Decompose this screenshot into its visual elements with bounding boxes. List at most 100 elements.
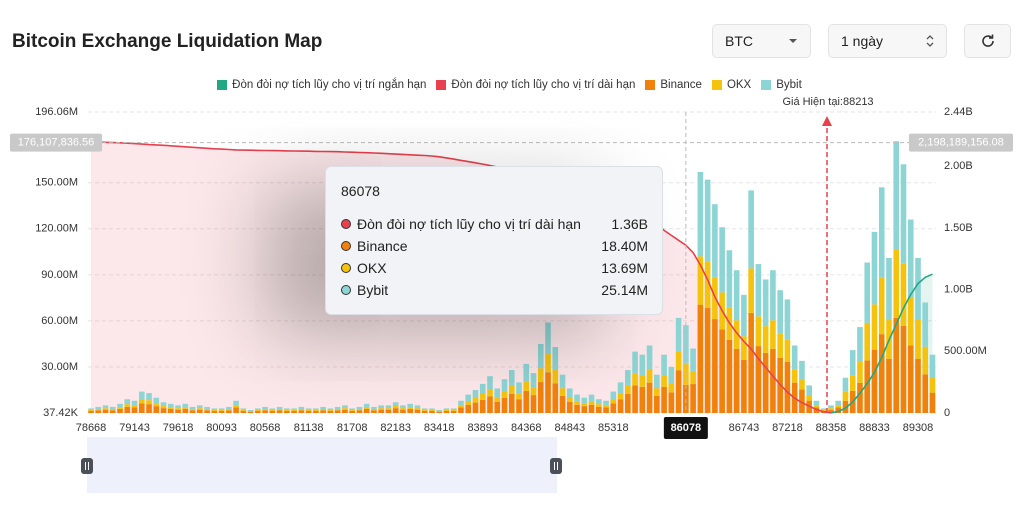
bar-segment (356, 410, 363, 413)
bar-segment (313, 409, 319, 411)
bar-segment (849, 350, 856, 376)
bar-segment (327, 410, 334, 413)
bar-segment (276, 406, 283, 410)
bar-segment (559, 374, 566, 389)
slider-handle[interactable] (550, 458, 562, 474)
zoom-slider[interactable] (87, 437, 557, 493)
bar-segment (820, 409, 827, 411)
bar-segment (371, 406, 377, 410)
bar-segment (211, 408, 218, 410)
bar-segment (226, 410, 232, 413)
bar-segment (566, 388, 573, 398)
x-tick-label: 84843 (554, 422, 585, 434)
bar-segment (639, 375, 646, 387)
legend-swatch (761, 80, 772, 90)
bar-segment (458, 407, 464, 413)
bar-segment (95, 410, 102, 413)
bar-segment (458, 405, 464, 408)
bar-segment (929, 378, 936, 393)
bar-segment (356, 409, 363, 411)
bar-segment (284, 408, 290, 410)
bar-segment (392, 402, 399, 406)
bar-segment (784, 361, 791, 413)
bar-segment (218, 410, 225, 413)
period-select[interactable]: 1 ngày (828, 24, 947, 58)
updown (926, 35, 934, 47)
bar-segment (247, 411, 254, 412)
bar-segment (654, 388, 660, 396)
bar-segment (719, 329, 725, 413)
bar-segment (806, 385, 812, 396)
bar-segment (842, 400, 849, 413)
legend-label: Bybit (776, 79, 802, 91)
slider-handle[interactable] (81, 458, 93, 474)
bar-segment (929, 354, 936, 379)
bar-segment (661, 375, 667, 387)
bar-segment (153, 397, 160, 404)
bar-segment (334, 409, 341, 411)
tooltip-name: Binance (357, 238, 408, 254)
bar-segment (690, 384, 696, 413)
bar-segment (291, 409, 297, 411)
bar-segment (102, 405, 109, 409)
bar-segment (247, 411, 254, 413)
bar-segment (117, 408, 123, 413)
bar-segment (617, 399, 624, 413)
bar-segment (907, 345, 914, 413)
bar-segment (871, 349, 878, 413)
bar-segment (581, 406, 588, 413)
bar-segment (675, 317, 682, 352)
legend-swatch (711, 80, 722, 90)
bar-segment (465, 394, 472, 402)
bar-segment (407, 403, 413, 408)
bar-segment (915, 358, 921, 413)
x-tick-label: 78668 (76, 422, 107, 434)
tooltip-row: Bybit 25.14M (341, 279, 648, 301)
bar-segment (610, 403, 617, 413)
bar-segment (668, 383, 675, 393)
bar-segment (661, 386, 667, 413)
bar-segment (450, 409, 457, 411)
bar-segment (160, 402, 167, 406)
bar-segment (131, 400, 138, 406)
bar-segment (516, 382, 522, 394)
bar-segment (226, 406, 232, 410)
bar-segment (828, 405, 834, 409)
bar-segment (552, 370, 559, 384)
bar-segment (915, 320, 921, 359)
bar-segment (596, 406, 602, 413)
bar-segment (95, 406, 102, 410)
bar-segment (625, 393, 631, 413)
bar-segment (371, 410, 377, 413)
bar-segment (109, 410, 116, 413)
symbol-select[interactable]: BTC (712, 24, 811, 58)
bar-segment (784, 299, 791, 340)
legend-item: OKX (711, 79, 751, 91)
x-tick-label: 88358 (816, 422, 847, 434)
bar-segment (320, 406, 326, 410)
y-tick-label: 30.00M (41, 361, 78, 373)
tooltip-value: 25.14M (601, 282, 648, 298)
legend-item: Bybit (761, 79, 802, 91)
bar-segment (378, 409, 384, 413)
tooltip-name: Đòn đòi nợ tích lũy cho vị trí dài hạn (357, 216, 581, 232)
bar-segment (704, 261, 711, 309)
x-tick-label: 83418 (424, 422, 455, 434)
bar-segment (835, 400, 842, 406)
bar-segment (305, 410, 312, 413)
bar-segment (603, 405, 609, 408)
crosshair-label: 2,198,189,156.08 (918, 137, 1004, 149)
refresh-button[interactable] (964, 24, 1011, 58)
y-tick-label: 196.06M (35, 106, 78, 118)
bar-segment (182, 403, 189, 408)
bar-segment (842, 391, 849, 401)
bar-segment (864, 360, 871, 413)
tooltip-row: Đòn đòi nợ tích lũy cho vị trí dài hạn 1.… (341, 213, 648, 235)
bar-segment (146, 400, 152, 405)
bar-segment (371, 409, 377, 411)
y-tick-label: 60.00M (41, 315, 78, 327)
bar-segment (472, 398, 479, 403)
bar-segment (784, 339, 791, 362)
bar-segment (175, 408, 181, 410)
x-tick-label: 79618 (163, 422, 194, 434)
